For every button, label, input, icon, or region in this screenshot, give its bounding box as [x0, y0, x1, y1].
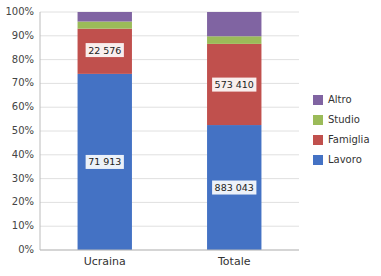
- y-tick-label: 0%: [18, 244, 34, 255]
- y-tick-label: 30%: [12, 173, 34, 184]
- legend-swatch: [313, 95, 323, 105]
- bar-segment: [207, 44, 261, 125]
- annotation: 883 043: [212, 181, 256, 195]
- annotation: 22 576: [86, 43, 124, 57]
- legend: Altro Studio Famiglia Lavoro: [313, 94, 370, 165]
- bars: [78, 12, 262, 250]
- y-tick-label: 100%: [5, 6, 34, 17]
- series-bars: [78, 29, 262, 125]
- y-axis: 0% 10% 20% 30% 40% 50% 60% 70% 80% 90% 100%: [5, 6, 34, 255]
- bar-segment: [207, 12, 261, 36]
- annotation: 71 913: [86, 155, 124, 169]
- y-tick-label: 60%: [12, 101, 34, 112]
- legend-label: Studio: [328, 114, 360, 125]
- bar-segment: [207, 36, 261, 44]
- chart-svg: 0% 10% 20% 30% 40% 50% 60% 70% 80% 90% 100% Ucraina…: [0, 0, 381, 276]
- y-tick-label: 50%: [12, 125, 34, 136]
- annotation-text: 883 043: [215, 182, 254, 193]
- legend-label: Lavoro: [328, 154, 362, 165]
- bar-segment: [207, 125, 261, 250]
- y-tick-label: 10%: [12, 220, 34, 231]
- x-axis: Ucraina Totale: [84, 255, 251, 268]
- legend-swatch: [313, 115, 323, 125]
- grid: [40, 12, 299, 250]
- x-tick-label: Totale: [217, 255, 251, 268]
- grid-line: [40, 250, 299, 251]
- legend-swatch: [313, 135, 323, 145]
- annotations: 71 913 22 576 883 043 573 410: [86, 43, 257, 194]
- series-bars: [78, 12, 262, 36]
- annotation-background: [212, 78, 256, 92]
- x-tick-label: Ucraina: [84, 255, 126, 268]
- x-axis-line: [40, 250, 299, 251]
- annotation-text: 22 576: [88, 45, 121, 56]
- bar-segment: [78, 74, 132, 250]
- annotation-background: [212, 181, 256, 195]
- annotation-background: [86, 155, 124, 169]
- chart-container: 0% 10% 20% 30% 40% 50% 60% 70% 80% 90% 100% Ucraina…: [0, 0, 381, 276]
- annotation-background: [86, 43, 124, 57]
- bar-segment: [78, 29, 132, 74]
- y-tick-label: 70%: [12, 77, 34, 88]
- bar-segment: [78, 22, 132, 29]
- y-tick-label: 90%: [12, 30, 34, 41]
- annotation-text: 71 913: [88, 156, 121, 167]
- legend-label: Famiglia: [328, 134, 370, 145]
- bar-segment: [78, 12, 132, 22]
- y-tick-label: 40%: [12, 149, 34, 160]
- y-tick-label: 80%: [12, 54, 34, 65]
- y-axis-line: [40, 12, 41, 250]
- annotation: 573 410: [212, 78, 256, 92]
- legend-label: Altro: [328, 94, 352, 105]
- annotation-text: 573 410: [215, 79, 254, 90]
- legend-swatch: [313, 155, 323, 165]
- y-tick-label: 20%: [12, 196, 34, 207]
